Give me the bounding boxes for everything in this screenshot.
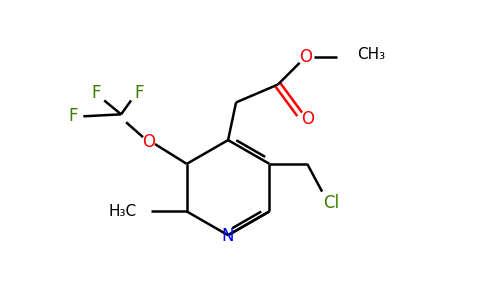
Text: H₃C: H₃C (109, 204, 137, 219)
Text: F: F (69, 107, 78, 125)
Text: O: O (299, 48, 312, 66)
Text: Cl: Cl (323, 194, 339, 212)
Text: O: O (142, 133, 155, 151)
Text: F: F (91, 83, 101, 101)
Text: O: O (301, 110, 314, 128)
Text: CH₃: CH₃ (357, 47, 385, 62)
Text: F: F (134, 83, 144, 101)
Text: N: N (222, 227, 234, 245)
